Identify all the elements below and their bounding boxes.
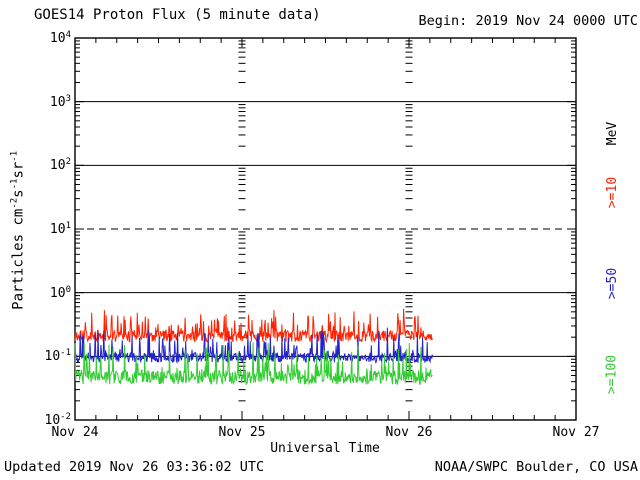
legend-label-100: >=100	[604, 354, 620, 395]
chart-title: GOES14 Proton Flux (5 minute data)	[34, 7, 321, 23]
x-axis-title: Universal Time	[270, 441, 380, 456]
y-tick-label-10e1: 101	[49, 220, 71, 238]
plot-border	[74, 37, 577, 421]
y-tick-label-10e0: 100	[49, 284, 71, 301]
legend-label-10: >=10	[604, 176, 620, 209]
y-tick-label-10e2: 102	[49, 157, 71, 174]
y-tick-label-10e4: 104	[49, 29, 71, 47]
y-axis-title: Particles cm-2s-1sr-1	[9, 150, 27, 310]
y-tick-label-10e-2: 10-2	[44, 411, 72, 429]
x-tick-label-nov-25: Nov 25	[218, 425, 266, 440]
x-tick-label-nov-24: Nov 24	[51, 425, 99, 440]
unit-label-mev: MeV	[604, 121, 620, 146]
x-tick-label-nov-27: Nov 27	[552, 425, 600, 440]
organization-credit: NOAA/SWPC Boulder, CO USA	[434, 459, 638, 475]
legend-label-50: >=50	[604, 267, 620, 300]
x-tick-label-nov-26: Nov 26	[385, 425, 433, 440]
y-tick-label-10e-1: 10-1	[44, 348, 72, 365]
series-line-10	[74, 308, 433, 344]
updated-timestamp: Updated 2019 Nov 26 03:36:02 UTC	[4, 459, 265, 475]
series-line-100	[74, 342, 433, 386]
begin-time-label: Begin: 2019 Nov 24 0000 UTC	[418, 13, 638, 29]
y-tick-label-10e3: 103	[49, 93, 71, 110]
